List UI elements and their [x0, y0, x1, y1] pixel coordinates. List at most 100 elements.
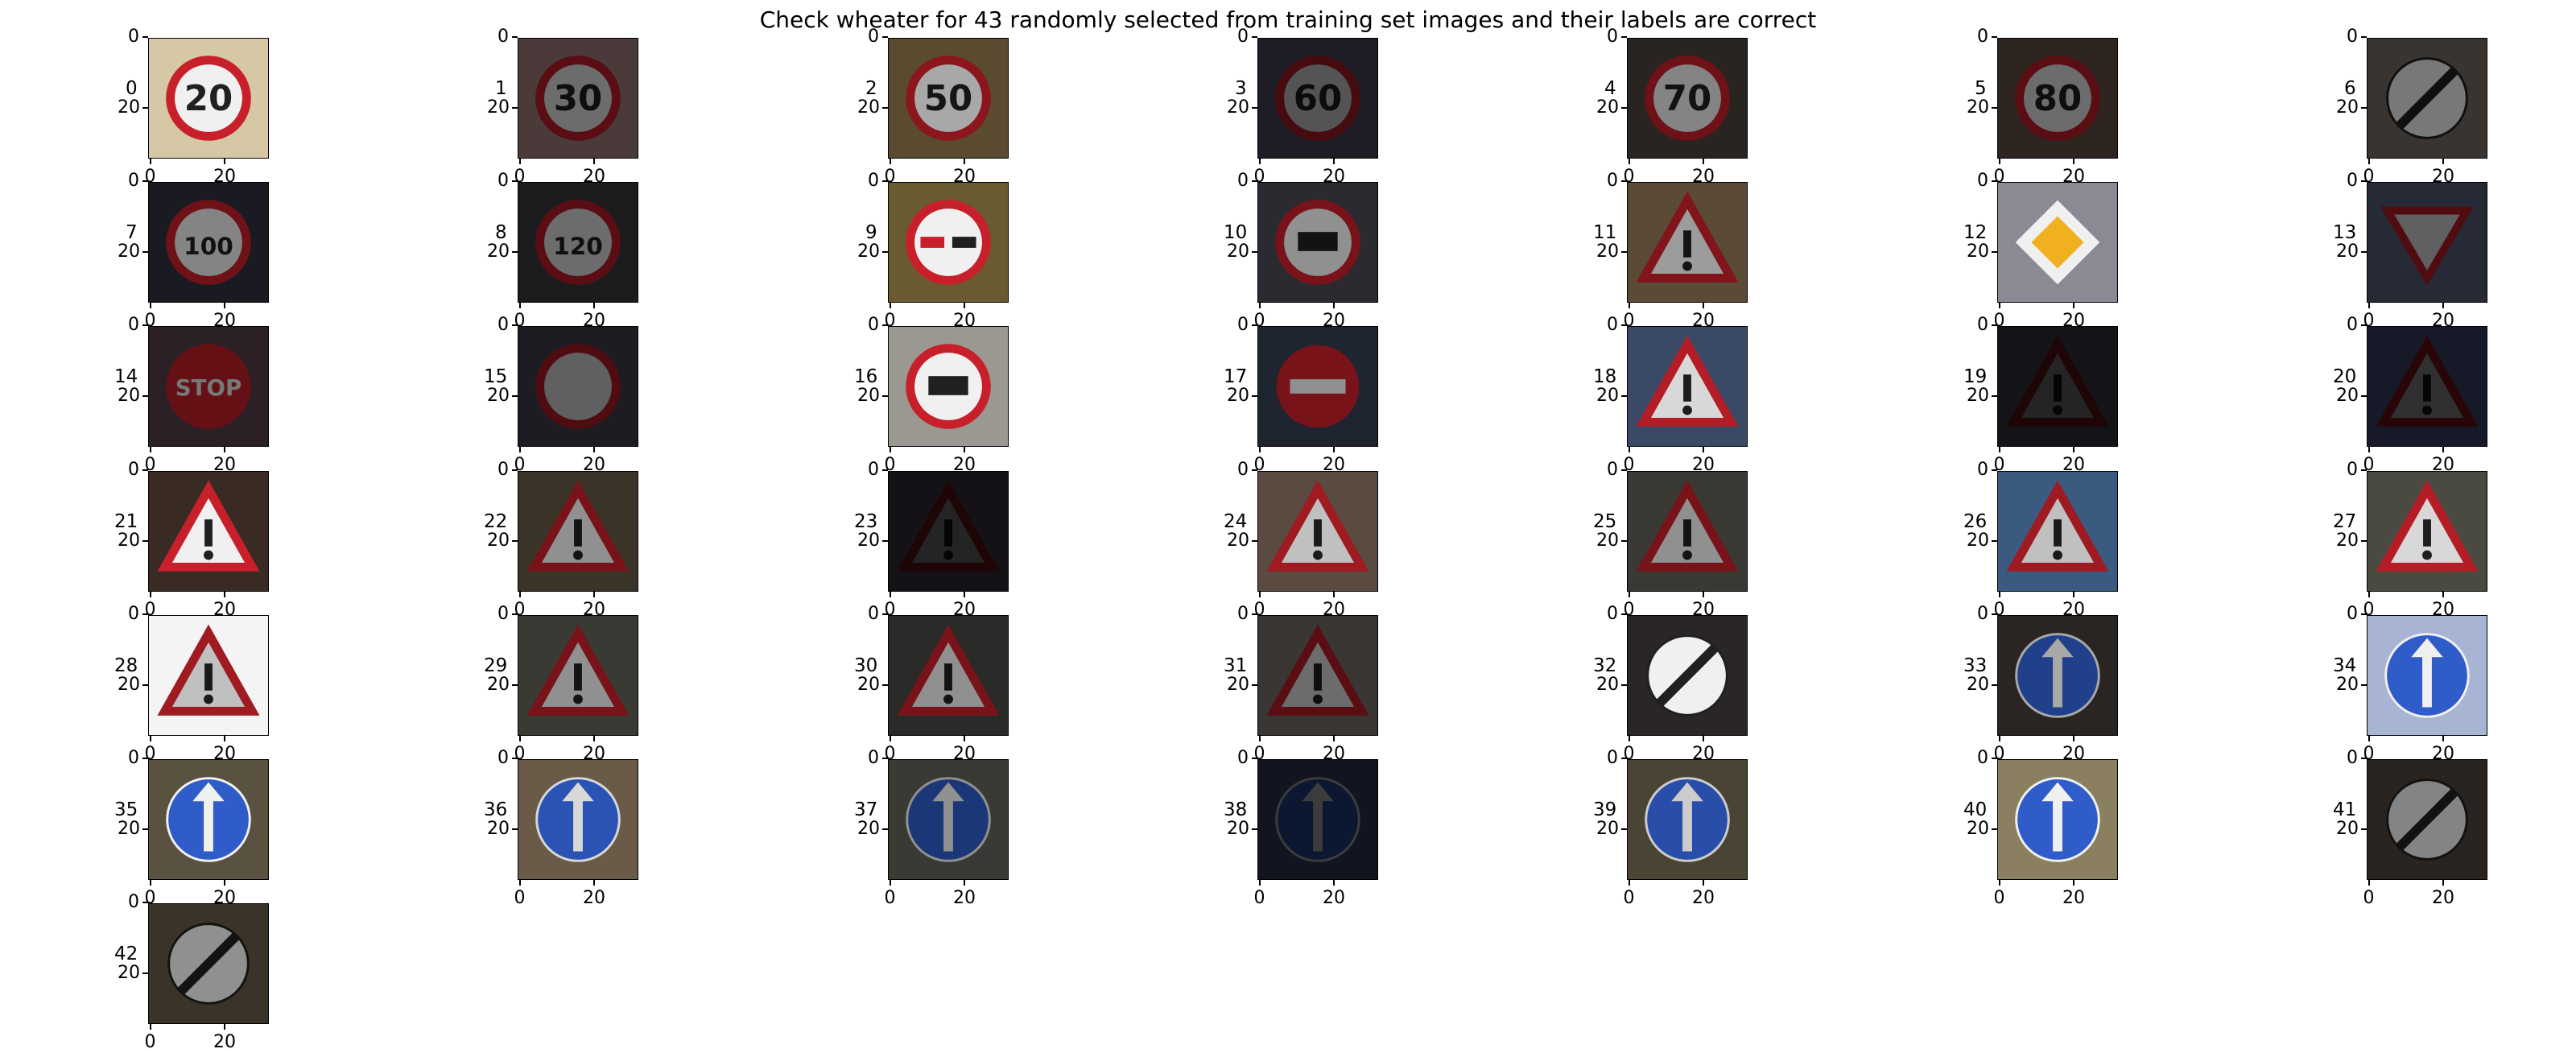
speed-limit-50-icon: 50 [906, 56, 991, 141]
speed-limit-120-sign-shape: 120 [535, 200, 621, 285]
sign-image: 70 [1627, 38, 1748, 159]
y-tick-mark [512, 684, 518, 686]
y-tick-mark [1621, 540, 1627, 542]
panel-label: 8 [495, 222, 507, 243]
y-tick-label: 20 [487, 97, 510, 118]
image-panel [1627, 471, 1748, 592]
sign-image [1997, 471, 2118, 592]
sign-image [888, 182, 1009, 303]
x-tick-mark [593, 159, 595, 164]
y-tick-label: 0 [497, 171, 509, 191]
x-tick-mark [593, 736, 595, 741]
y-tick-label: 20 [1596, 819, 1619, 839]
x-tick-mark [224, 592, 225, 597]
x-tick-mark [1629, 447, 1630, 452]
x-tick-mark [1333, 880, 1335, 886]
sign-image [1997, 759, 2118, 880]
y-tick-label: 20 [1227, 819, 1249, 839]
y-tick-label: 20 [118, 819, 140, 839]
y-tick-label: 20 [487, 531, 510, 551]
y-tick-mark [1252, 540, 1257, 542]
x-tick-mark [964, 303, 965, 308]
bicycles-crossing-sign-shape [526, 624, 630, 716]
x-tick-mark [150, 1024, 151, 1030]
y-tick-mark [1252, 251, 1257, 253]
no-trucks-icon [906, 344, 991, 429]
panel-label: 40 [1963, 799, 1988, 820]
svg-text:70: 70 [1663, 79, 1711, 119]
roundabout-sign-shape [2015, 777, 2100, 862]
image-panel [518, 615, 638, 736]
y-tick-label: 0 [1237, 748, 1249, 768]
image-panel [1997, 471, 2118, 592]
trafficals-sign-icon [2006, 480, 2109, 572]
panel-label: 25 [1593, 511, 1617, 532]
image-panel [518, 326, 638, 447]
x-tick-mark [2073, 880, 2074, 886]
y-tick-mark [1252, 107, 1257, 109]
y-tick-label: 20 [857, 386, 880, 406]
panel-label: 22 [484, 511, 508, 532]
x-tick-mark [890, 736, 891, 741]
y-tick-label: 0 [2347, 315, 2358, 335]
dangerous-curve-left-sign-shape [2006, 335, 2109, 427]
y-tick-label: 0 [1237, 171, 1249, 191]
panel-label: 32 [1593, 655, 1617, 676]
x-tick-label: 20 [1692, 888, 1715, 908]
no-entry-icon [1276, 345, 1360, 428]
y-tick-label: 20 [1967, 242, 1989, 262]
panel-label: 34 [2333, 655, 2357, 676]
sign-image [1627, 471, 1748, 592]
keep-left-icon [1645, 777, 1730, 862]
go-straight-or-right-icon [535, 777, 621, 862]
y-tick-label: 0 [128, 171, 139, 191]
y-tick-mark [142, 684, 148, 686]
speed-limit-100-sign-shape: 100 [166, 200, 251, 285]
y-tick-label: 0 [868, 460, 879, 480]
speed-limit-20-sign-shape: 20 [166, 56, 251, 141]
panel-label: 19 [1963, 366, 1988, 387]
end-speed-limit-sign-shape [2386, 57, 2468, 139]
x-tick-mark [224, 159, 225, 164]
x-tick-mark [2368, 447, 2370, 452]
image-panel [888, 182, 1009, 303]
x-tick-mark [224, 1024, 225, 1030]
right-of-way-icon [1636, 191, 1739, 283]
image-panel: 30 [518, 38, 638, 159]
pedestrians-sign-shape [2376, 480, 2479, 572]
y-tick-mark [1252, 180, 1257, 182]
panel-label: 5 [1975, 78, 1987, 99]
go-straight-or-right-sign-shape [535, 777, 621, 862]
x-tick-mark [519, 736, 521, 741]
y-tick-label: 20 [487, 675, 510, 695]
y-tick-mark [882, 684, 888, 686]
y-tick-label: 20 [1596, 97, 1619, 118]
y-tick-mark [142, 180, 148, 182]
y-tick-mark [882, 540, 888, 542]
y-tick-mark [882, 180, 888, 182]
y-tick-label: 0 [497, 315, 509, 335]
no-overtaking-icon [906, 200, 991, 285]
x-tick-mark [150, 736, 151, 741]
image-panel [888, 471, 1009, 592]
image-panel [1257, 182, 1378, 303]
y-tick-mark [1621, 469, 1627, 471]
x-tick-mark [593, 592, 595, 597]
x-tick-mark [964, 447, 965, 452]
image-panel [148, 903, 269, 1024]
image-panel [888, 759, 1009, 880]
x-tick-mark [2368, 880, 2370, 886]
y-tick-mark [1992, 613, 1997, 615]
y-tick-label: 20 [1967, 386, 1989, 406]
x-tick-mark [1703, 736, 1704, 741]
x-tick-mark [964, 880, 965, 886]
sign-image [148, 615, 269, 736]
no-vehicles-icon [535, 344, 621, 429]
panel-label: 7 [126, 222, 138, 243]
sign-image [1997, 326, 2118, 447]
y-tick-mark [142, 324, 148, 326]
y-tick-mark [2361, 684, 2367, 686]
image-panel: 50 [888, 38, 1009, 159]
panel-label: 6 [2344, 78, 2356, 99]
svg-text:50: 50 [924, 79, 972, 119]
